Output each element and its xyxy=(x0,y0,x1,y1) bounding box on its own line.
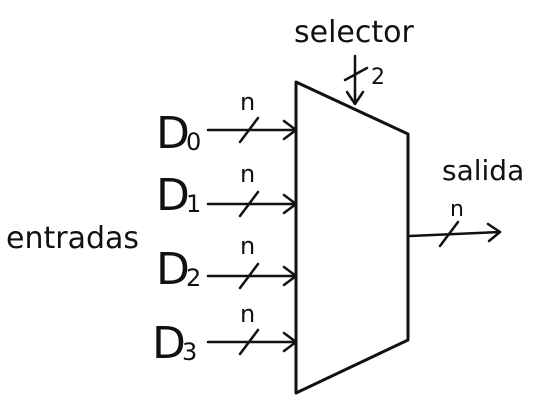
input-d1-name: D xyxy=(156,170,190,221)
input-d2-subscript: 2 xyxy=(186,264,201,292)
inputs-label: entradas xyxy=(6,221,139,256)
output-width-label: n xyxy=(450,197,464,222)
input-d2: D 2 n xyxy=(156,232,298,295)
input-d2-name: D xyxy=(156,244,190,295)
input-d1-arrowhead xyxy=(282,193,298,215)
input-d0-bus-slash xyxy=(238,116,260,144)
input-d3-name: D xyxy=(152,318,186,369)
output-label: salida xyxy=(442,154,524,187)
input-d3-bus-slash xyxy=(238,328,260,356)
input-d1: D 1 n xyxy=(156,160,298,221)
selector-width-label: 2 xyxy=(371,65,385,90)
input-d0-width: n xyxy=(240,88,255,116)
input-d1-width: n xyxy=(240,160,255,188)
input-d0: D 0 n xyxy=(156,88,298,159)
mux-body xyxy=(294,80,410,395)
input-d1-subscript: 1 xyxy=(186,190,201,218)
output-arrow xyxy=(408,230,502,238)
input-d2-bus-slash xyxy=(238,262,260,290)
selector-label: selector xyxy=(294,15,414,50)
input-d3-arrowhead xyxy=(282,331,298,353)
input-d0-subscript: 0 xyxy=(186,128,201,156)
input-d2-arrowhead xyxy=(282,265,298,287)
selector-bus-slash xyxy=(343,66,369,82)
input-d3: D 3 n xyxy=(152,300,298,369)
output-bus-slash xyxy=(438,220,460,248)
input-d0-name: D xyxy=(156,108,190,159)
input-d3-width: n xyxy=(240,300,255,328)
input-d2-width: n xyxy=(240,232,255,260)
input-d3-subscript: 3 xyxy=(182,338,197,366)
selector-arrowhead xyxy=(345,90,365,106)
output-arrowhead xyxy=(486,222,502,243)
input-d0-arrowhead xyxy=(282,119,298,141)
input-d1-bus-slash xyxy=(238,190,260,218)
